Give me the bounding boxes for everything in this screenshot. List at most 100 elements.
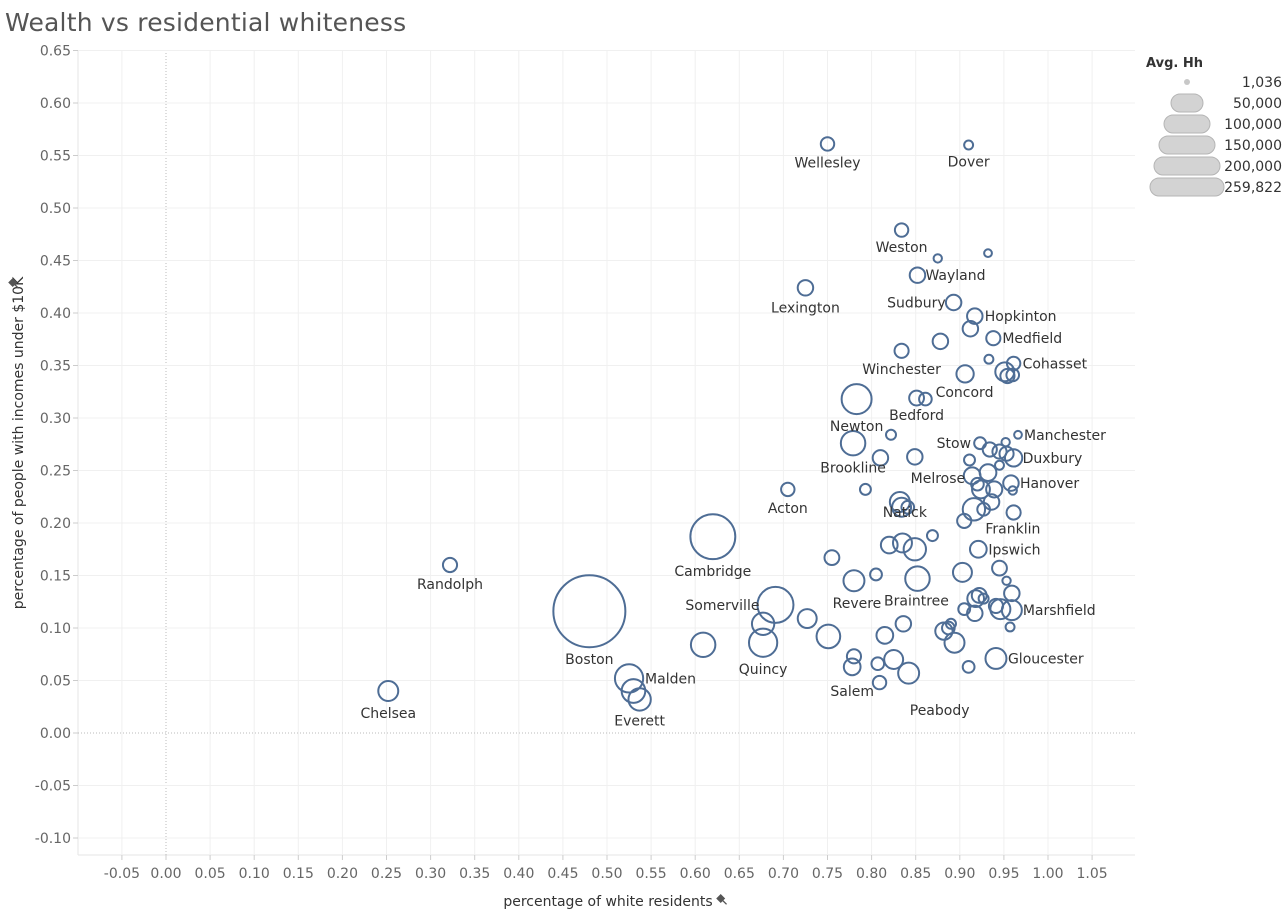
data-point[interactable] [966,604,984,623]
data-point[interactable] [962,466,982,486]
data-point[interactable] [871,449,890,467]
x-tick-label: 1.00 [1032,866,1063,882]
data-point[interactable] [961,659,976,674]
data-point[interactable] [985,480,1004,499]
data-point[interactable] [981,441,998,458]
data-point[interactable] [902,537,927,562]
data-point[interactable] [1001,575,1012,586]
data-point[interactable] [944,293,963,312]
data-point[interactable] [951,561,973,583]
data-point[interactable] [747,627,779,658]
data-point[interactable] [552,574,627,649]
data-point[interactable] [858,482,872,496]
data-point[interactable] [961,497,987,522]
data-point[interactable] [918,391,933,407]
x-axis-ticks: -0.05 0.00 0.05 0.10 0.15 0.20 0.25 0.30 0.35 0.4… [104,855,1108,882]
data-point[interactable] [842,657,862,677]
data-point[interactable] [441,556,459,574]
data-point[interactable] [1013,429,1023,440]
data-point[interactable] [1007,485,1018,496]
data-point[interactable] [971,479,991,500]
data-point[interactable] [839,429,867,457]
data-point[interactable] [1005,367,1021,383]
y-pin-icon[interactable] [8,278,19,289]
data-point[interactable] [893,222,910,238]
data-point[interactable] [943,631,966,654]
data-point[interactable] [944,617,957,630]
data-point[interactable] [1002,474,1020,492]
data-point[interactable] [780,481,796,498]
data-point[interactable] [961,320,980,338]
data-point[interactable] [984,646,1008,670]
data-point[interactable] [842,569,866,593]
data-point[interactable] [875,625,895,645]
data-point[interactable] [1000,599,1023,622]
data-point[interactable] [963,453,976,467]
y-tick-label: 0.25 [40,464,71,480]
data-point[interactable] [840,383,873,416]
data-point[interactable] [815,623,842,650]
data-point[interactable] [957,602,972,617]
data-point[interactable] [613,663,645,694]
data-point[interactable] [970,476,985,492]
data-point[interactable] [870,656,886,672]
data-point[interactable] [869,567,883,582]
data-point[interactable] [891,496,913,518]
data-point[interactable] [925,529,939,543]
data-point[interactable] [897,661,921,685]
data-point[interactable] [994,459,1005,471]
data-point[interactable] [932,253,943,264]
data-point[interactable] [823,549,841,567]
data-point[interactable] [989,598,1012,621]
data-point[interactable] [999,367,1016,385]
data-point[interactable] [956,512,973,529]
data-point[interactable] [983,353,995,365]
data-point[interactable] [904,565,931,592]
data-point[interactable] [908,266,927,284]
data-point[interactable] [900,499,916,515]
data-point[interactable] [879,535,899,555]
data-point[interactable] [377,680,400,702]
data-point[interactable] [966,589,986,608]
data-point[interactable] [982,493,1001,511]
data-point[interactable] [966,307,984,325]
data-point[interactable] [796,279,815,297]
x-pin-icon[interactable] [716,894,727,905]
point-label: Everett [614,713,665,729]
data-point[interactable] [689,513,737,561]
data-point[interactable] [978,463,998,482]
data-point[interactable] [894,615,913,633]
data-point[interactable] [998,445,1015,462]
data-point[interactable] [627,687,652,712]
data-point[interactable] [906,448,924,466]
data-point[interactable] [750,611,776,636]
data-point[interactable] [985,330,1002,347]
data-point[interactable] [1003,584,1021,603]
data-point[interactable] [689,631,717,659]
point-label: Acton [768,501,808,517]
data-point[interactable] [819,136,836,152]
data-point[interactable] [931,332,950,351]
data-point[interactable] [968,539,988,559]
data-point[interactable] [1003,448,1024,468]
data-point[interactable] [756,585,795,624]
data-point[interactable] [976,502,991,517]
data-point[interactable] [885,428,897,441]
data-point[interactable] [891,532,913,554]
data-point[interactable] [973,436,987,451]
data-point[interactable] [908,389,925,407]
data-point[interactable] [620,678,647,704]
data-point[interactable] [991,559,1008,577]
data-point[interactable] [983,248,993,259]
data-point[interactable] [796,608,818,630]
point-label: Wellesley [794,156,860,172]
data-point[interactable] [871,674,888,691]
data-point[interactable] [955,364,975,384]
data-point[interactable] [977,592,990,605]
data-point[interactable] [845,648,863,665]
data-point[interactable] [1005,504,1022,521]
data-point[interactable] [883,649,905,670]
data-point[interactable] [963,139,975,151]
data-point[interactable] [893,342,910,359]
data-point[interactable] [1004,621,1016,633]
